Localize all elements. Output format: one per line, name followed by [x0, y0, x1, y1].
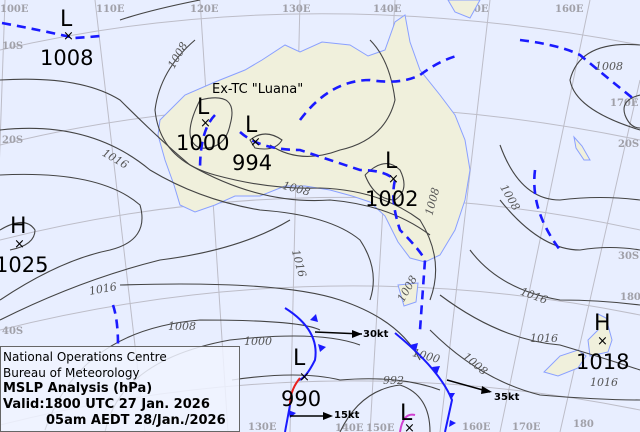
svg-text:×: ×	[388, 172, 399, 187]
isobar-label: 1016	[590, 376, 618, 389]
isobar-label: 1008	[168, 320, 196, 333]
svg-text:H: H	[10, 214, 27, 239]
isobar-label: 1016	[519, 285, 550, 307]
svg-text:L: L	[385, 149, 398, 174]
fronts	[284, 307, 456, 432]
svg-text:L: L	[197, 95, 210, 120]
svg-text:L: L	[245, 113, 258, 138]
new-caledonia	[573, 135, 591, 161]
svg-text:×: ×	[14, 237, 25, 252]
wind-label: 35kt	[494, 392, 520, 403]
graticule-labels: 100E 110E 120E 130E 140E 150E 160E 10S 2…	[0, 4, 640, 432]
new-guinea	[447, 0, 481, 19]
svg-text:×: ×	[404, 421, 415, 432]
low-1002: L×1002	[365, 149, 418, 211]
high-1018: H×1018	[576, 311, 629, 374]
valid-utc: Valid:1800 UTC 27 Jan. 2026	[3, 397, 210, 412]
low-south: L×	[400, 401, 415, 432]
lat-label: 20S	[2, 135, 23, 146]
bureau-line: Bureau of Meteorology	[3, 366, 140, 380]
info-panel: National Operations Centre Bureau of Met…	[0, 346, 240, 432]
svg-text:×: ×	[299, 370, 310, 385]
analysis-title: MSLP Analysis (hPa)	[3, 381, 153, 396]
ex-tc-label: Ex-TC "Luana"	[212, 82, 303, 97]
valid-local: 05am AEDT 28/Jan./2026	[46, 413, 226, 428]
new-zealand-north	[587, 313, 613, 357]
lon-label: 140E	[335, 423, 364, 432]
organisation-line: National Operations Centre	[3, 350, 167, 364]
high-1025: H×1025	[0, 214, 48, 277]
lon-label: 160E	[462, 422, 491, 432]
svg-text:×: ×	[597, 334, 608, 349]
svg-text:990: 990	[281, 387, 321, 411]
lat-label: 30S	[618, 251, 639, 262]
lat-label: 40S	[2, 326, 23, 337]
lon-label: 110E	[96, 4, 125, 15]
isobar-label: 1000	[244, 335, 272, 348]
tasmania	[397, 282, 419, 307]
wind-arrows: 30kt 35kt 15kt	[290, 329, 520, 421]
low-994: L×994	[232, 113, 272, 175]
lon-label: 120E	[190, 4, 219, 15]
lon-label: 170E	[610, 98, 639, 109]
svg-text:L: L	[293, 346, 306, 371]
low-1008: L× 1008	[40, 7, 93, 70]
lon-label: 160E	[555, 4, 584, 15]
lat-label: 10S	[2, 41, 23, 52]
occluded-front	[399, 413, 416, 432]
isobar-label: 992	[383, 374, 404, 387]
lon-label: 150E	[366, 423, 395, 432]
svg-text:1000: 1000	[176, 131, 229, 155]
svg-text:H: H	[594, 311, 611, 336]
svg-text:1002: 1002	[365, 187, 418, 211]
svg-text:L: L	[400, 401, 413, 426]
lon-label: 180	[620, 292, 640, 303]
warm-front	[289, 377, 301, 406]
svg-text:1008: 1008	[40, 46, 93, 70]
low-990: L× 990	[281, 346, 321, 411]
lon-label: 180	[573, 419, 594, 430]
cold-front-west	[284, 307, 317, 381]
isobar-label: 1008	[460, 350, 490, 378]
wind-label: 15kt	[334, 410, 360, 421]
wind-label: 30kt	[363, 329, 389, 340]
cold-front-west-lower	[284, 404, 291, 432]
lon-label: 170E	[512, 422, 541, 432]
lon-label: 130E	[248, 422, 277, 432]
lon-label: 130E	[282, 4, 311, 15]
svg-text:1025: 1025	[0, 253, 48, 277]
lon-label: 140E	[373, 4, 402, 15]
isobar-label: 1016	[289, 248, 309, 278]
svg-text:×: ×	[250, 135, 261, 150]
svg-text:994: 994	[232, 151, 272, 175]
svg-text:×: ×	[63, 29, 74, 44]
troughs	[1, 21, 636, 346]
lon-label: 100E	[0, 4, 29, 15]
isobar-label: 1016	[530, 332, 558, 345]
isobar-label: 1008	[165, 40, 190, 71]
svg-text:×: ×	[200, 116, 211, 131]
isobar-label: 1008	[497, 182, 522, 213]
isobar-label: 1008	[595, 60, 623, 73]
lat-label: 20S	[618, 139, 639, 150]
svg-text:1018: 1018	[576, 350, 629, 374]
isobar-label: 1016	[100, 146, 131, 171]
isobar-label: 1016	[88, 280, 118, 298]
svg-text:L: L	[60, 7, 73, 32]
